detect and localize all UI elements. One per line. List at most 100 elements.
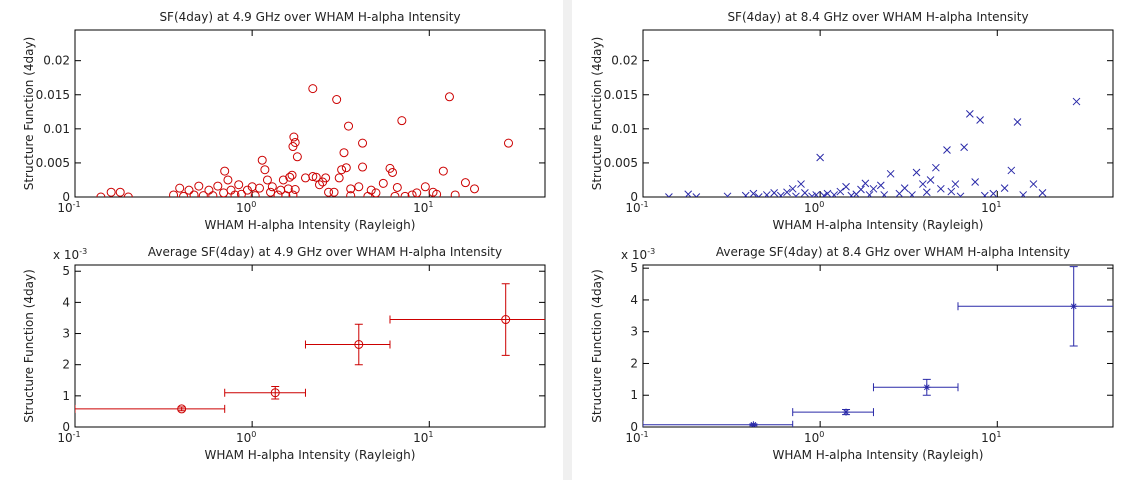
subplot: SF(4day) at 4.9 GHz over WHAM H-alpha In… (22, 10, 546, 232)
point (847, 191, 856, 197)
x-error-bar (643, 420, 794, 427)
point (857, 185, 865, 194)
point (378, 178, 388, 188)
point (776, 191, 785, 197)
x-error-bar (792, 408, 874, 417)
y-scale-base: x 10 (621, 248, 647, 262)
point (179, 191, 189, 197)
point (260, 165, 270, 175)
point (390, 191, 400, 197)
point (341, 163, 351, 173)
x-error-bar (75, 404, 226, 413)
point (220, 166, 230, 176)
x-tick-exponent: 1 (996, 200, 1001, 209)
point (1070, 302, 1078, 310)
x-error-bar (389, 315, 545, 324)
point (115, 187, 125, 197)
x-tick-label: 10-1 (625, 430, 648, 445)
x-tick-label: 10-1 (57, 200, 80, 215)
chart-title: Average SF(4day) at 8.4 GHz over WHAM H-… (716, 245, 1070, 259)
y-tick-label: 0.02 (43, 54, 70, 68)
point (926, 176, 935, 184)
data-layer (643, 266, 1113, 427)
x-axis-label: WHAM H-alpha Intensity (Rayleigh) (773, 448, 984, 462)
point (943, 146, 951, 154)
point (223, 175, 233, 185)
point (880, 191, 889, 197)
y-tick-label: 0.015 (604, 88, 638, 102)
point (947, 187, 956, 196)
y-scale-label: x 10-3 (621, 247, 655, 262)
x-axis-label: WHAM H-alpha Intensity (Rayleigh) (205, 448, 416, 462)
point (450, 190, 460, 197)
point (900, 184, 909, 192)
point (869, 184, 878, 193)
point (976, 116, 984, 124)
point (371, 188, 381, 197)
y-scale-exponent: -3 (79, 247, 87, 256)
y-tick-label: 2 (62, 358, 70, 372)
y-tick-label: 0.015 (36, 88, 70, 102)
point (290, 185, 300, 195)
y-tick-label: 0 (630, 190, 638, 204)
point (960, 143, 968, 152)
point (346, 191, 356, 197)
x-tick-base: 10 (981, 201, 996, 215)
plot-area (74, 264, 546, 428)
subplot: SF(4day) at 8.4 GHz over WHAM H-alpha In… (590, 10, 1114, 232)
point (741, 191, 750, 197)
point (213, 181, 223, 191)
subplot: Average SF(4day) at 4.9 GHz over WHAM H-… (22, 245, 546, 462)
y-tick-label: 0 (62, 190, 70, 204)
point (951, 180, 960, 188)
point (665, 193, 673, 197)
y-tick-label: 4 (62, 295, 70, 309)
x-tick-exponent: -1 (73, 200, 81, 209)
x-error-bar (304, 340, 391, 349)
point (980, 191, 989, 197)
point (886, 169, 895, 178)
y-tick-label: 3 (630, 325, 638, 339)
point (788, 184, 797, 193)
y-error-bar (177, 406, 186, 412)
x-tick-label: 100 (804, 200, 824, 215)
y-tick-label: 0 (62, 420, 70, 434)
point (808, 192, 816, 197)
point (242, 185, 252, 195)
y-tick-label: 4 (630, 293, 638, 307)
point (801, 189, 809, 197)
point (438, 166, 448, 176)
point (412, 188, 422, 197)
point (287, 170, 297, 180)
point (283, 184, 293, 194)
point (324, 187, 334, 197)
point (234, 180, 244, 190)
point (830, 191, 839, 197)
chart-title: Average SF(4day) at 4.9 GHz over WHAM H-… (148, 245, 502, 259)
x-tick-label: 101 (413, 430, 433, 445)
x-tick-label: 10-1 (625, 200, 648, 215)
x-tick-exponent: 0 (251, 200, 256, 209)
point (749, 189, 758, 197)
point (749, 421, 757, 427)
point (842, 182, 850, 191)
point (175, 183, 185, 193)
point (257, 155, 267, 165)
point (1072, 97, 1081, 106)
point (329, 187, 339, 197)
point (198, 191, 208, 197)
point (236, 189, 246, 197)
point (311, 172, 321, 182)
y-tick-label: 0.01 (611, 122, 638, 136)
point (169, 190, 179, 197)
point (823, 189, 832, 197)
x-tick-base: 10 (625, 431, 640, 445)
x-tick-label: 101 (981, 200, 1001, 215)
y-tick-label: 0.005 (604, 156, 638, 170)
point (189, 190, 199, 197)
data-layer (75, 283, 545, 414)
point (783, 188, 791, 197)
point (288, 190, 298, 197)
y-tick-label: 1 (62, 389, 70, 403)
point (908, 191, 916, 197)
